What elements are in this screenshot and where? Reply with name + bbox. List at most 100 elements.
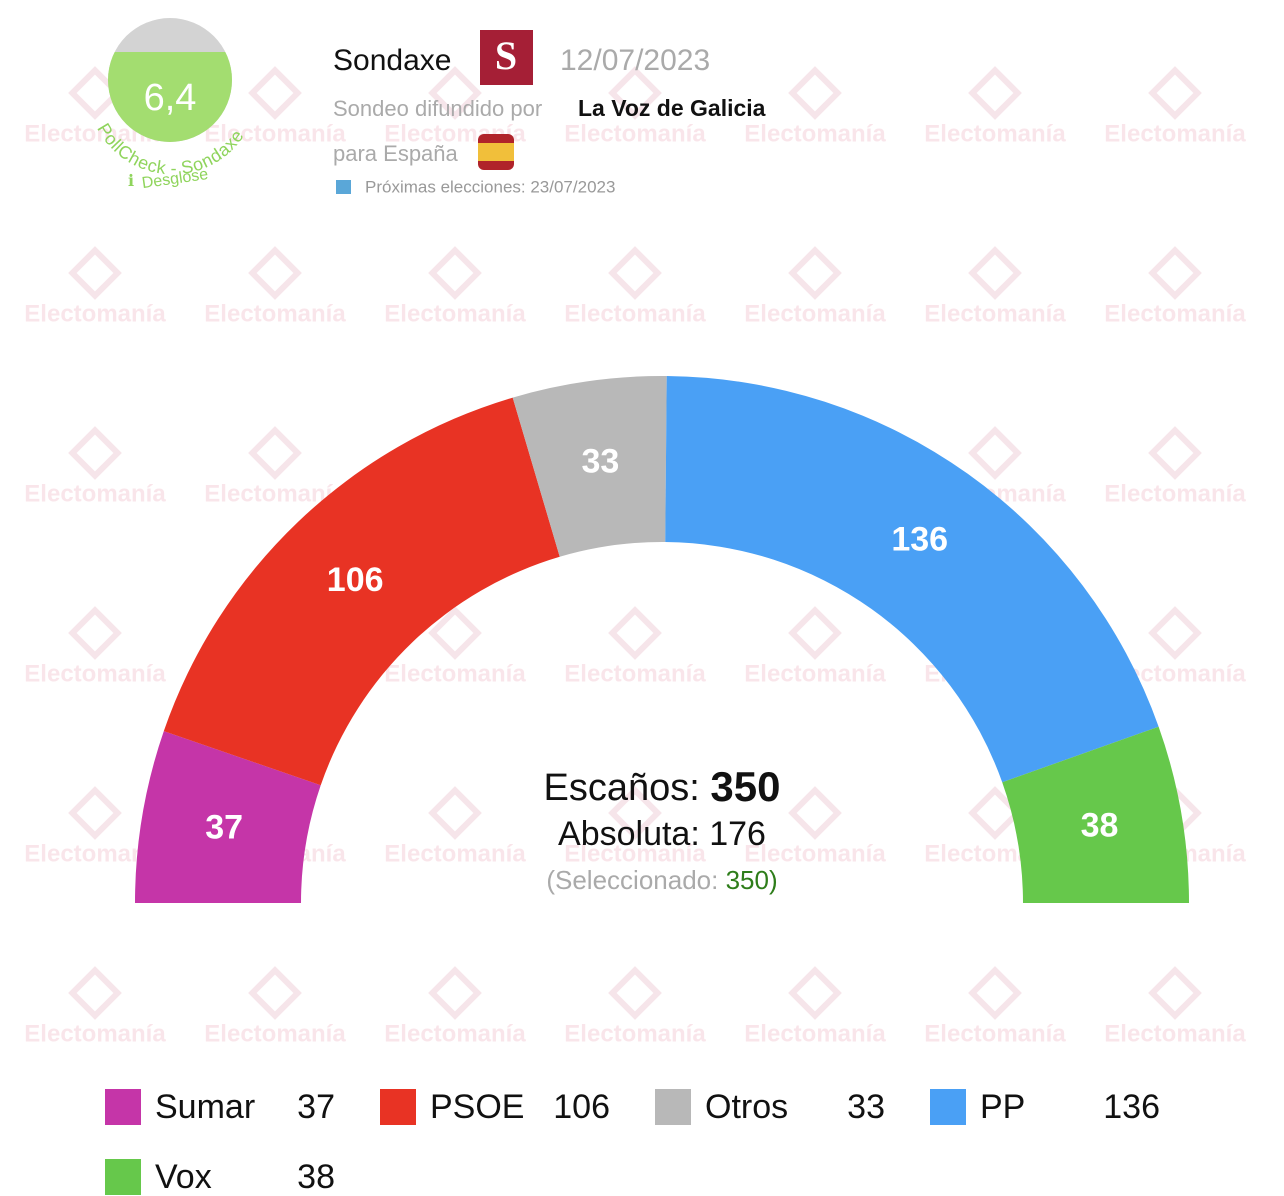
poll-date: 12/07/2023 [560,44,710,77]
watermark: Electomanía [204,300,346,327]
seats-label: Escaños: [544,767,700,809]
legend-icon [105,1089,141,1125]
watermark-icon [428,66,482,120]
watermark-icon [68,786,122,840]
watermark: Electomanía [744,840,886,867]
legend-value: 38 [297,1158,335,1196]
ballot-icon [336,180,351,194]
watermark-icon [428,606,482,660]
watermark-icon [68,606,122,660]
watermark-icon [788,966,842,1020]
watermark: Electomanía [564,300,706,327]
watermark: Electomanía [384,300,526,327]
watermark-icon [68,426,122,480]
watermark-icon [68,66,122,120]
watermark: Electomanía [204,120,346,147]
legend-name: Vox [155,1158,212,1196]
watermark: Electomanía [564,660,706,687]
seat-label: 38 [1081,807,1119,845]
watermark-icon [968,786,1022,840]
watermark: Electomanía [744,300,886,327]
watermark: Electomanía [1104,1020,1246,1047]
seat-segment [512,376,667,557]
watermark-icon [608,966,662,1020]
legend-icon [930,1089,966,1125]
seat-segment [163,397,560,786]
legend-icon [105,1159,141,1195]
pollcheck-score: 6,4 [144,77,197,119]
watermark-icon [788,786,842,840]
legend-icon [655,1089,691,1125]
seat-label: 37 [205,809,243,847]
watermark-icon [248,246,302,300]
watermark: Electomanía [564,1020,706,1047]
pollster: Sondaxe [333,44,451,77]
watermark-icon [1148,966,1202,1020]
majority-summary: Absoluta: 176 [558,815,766,853]
pollster-logo [480,30,533,85]
next-elections: Próximas elecciones: 23/07/2023 [365,177,615,196]
watermark: Electomanía [1104,120,1246,147]
watermark-icon [1148,66,1202,120]
watermark-icon [968,426,1022,480]
watermark: Electomanía [24,660,166,687]
watermark: Electomanía [924,300,1066,327]
watermark-icon [428,786,482,840]
watermark: Electomanía [384,660,526,687]
watermark-icon [968,966,1022,1020]
watermark: Electomanía [564,120,706,147]
watermark: Electomanía [744,1020,886,1047]
watermark-icon [608,786,662,840]
legend-value: 136 [1103,1088,1160,1126]
watermark-icon [1148,606,1202,660]
watermark-icon [788,66,842,120]
watermark-icon [428,966,482,1020]
seat-label: 33 [582,442,620,480]
seat-segment [1002,726,1189,903]
watermark: Electomanía [24,300,166,327]
watermark-icon [248,426,302,480]
watermark-icon [608,66,662,120]
watermark-icon [788,606,842,660]
pollster-logo-letter: S [495,33,517,78]
selected-close: ) [769,865,778,895]
parliament: 37 106 33 136 38 [135,376,1189,903]
watermark-icon [68,246,122,300]
watermark-icon [608,246,662,300]
seat-label: 106 [327,561,384,599]
flag [478,134,514,170]
legend-name: PSOE [430,1088,524,1126]
legend-icon [380,1089,416,1125]
watermark-icon [968,246,1022,300]
majority-label: Absoluta: [558,815,700,853]
watermark-icon [68,966,122,1020]
watermark-icon [1148,246,1202,300]
info-icon: ℹ [128,173,134,190]
selected-summary: (Seleccionado: 350) [546,865,777,895]
outlet[interactable]: La Voz de Galicia [578,95,766,121]
watermark: Electomanía [204,1020,346,1047]
watermark: Electomanía [24,1020,166,1047]
legend-name: PP [980,1088,1025,1126]
watermark: Electomanía [744,120,886,147]
watermark: Electomanía [384,1020,526,1047]
watermark-icon [608,606,662,660]
watermark-icon [428,246,482,300]
selected-value: 350 [726,865,769,895]
seat-segment [135,731,321,903]
watermark: Electomanía [924,120,1066,147]
legend-value: 37 [297,1088,335,1126]
legend-name: Sumar [155,1088,255,1126]
watermark: Electomanía [24,480,166,507]
legend: Sumar 37 PSOE 106 Otros 33 PP 136 Vox 38 [105,1088,1160,1196]
watermark: Electomanía [744,660,886,687]
published-by: Sondeo difundido por [333,96,542,121]
watermark-icon [788,246,842,300]
watermark: Electomanía [924,1020,1066,1047]
seat-segment [665,376,1159,783]
watermark-icon [248,966,302,1020]
seat-label: 136 [891,520,948,558]
majority-value: 176 [709,815,766,853]
